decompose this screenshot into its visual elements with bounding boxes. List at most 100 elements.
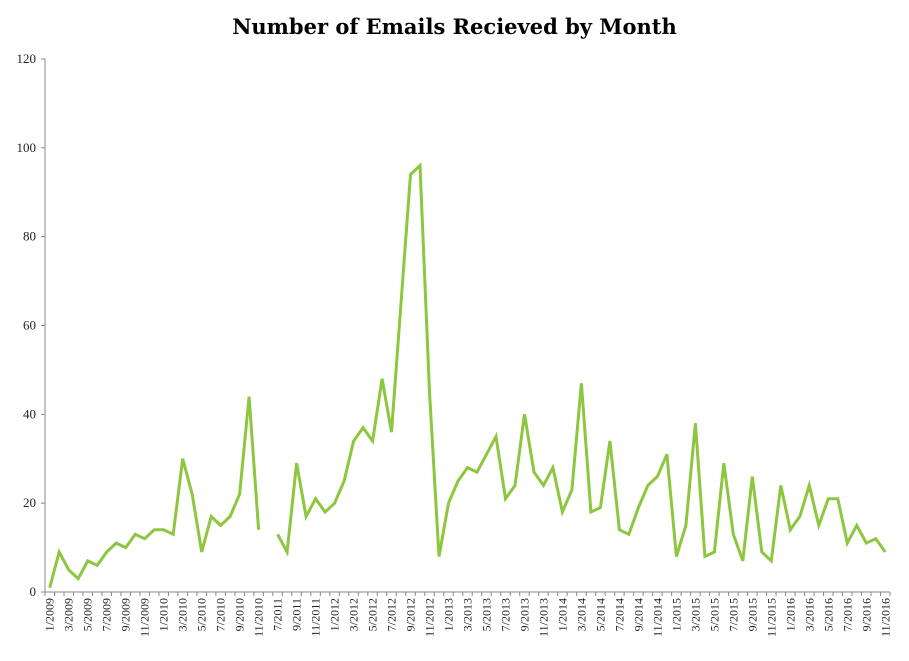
data-point [238,493,241,496]
data-point [371,440,374,443]
data-point [143,537,146,540]
data-point [48,586,51,589]
x-tick-label: 3/2013 [461,598,475,631]
data-point [333,502,336,505]
data-point [637,506,640,509]
data-point [808,484,811,487]
data-point [703,555,706,558]
x-tick-label: 1/2016 [783,598,797,631]
x-tick-label: 11/2010 [252,598,266,637]
data-point [124,546,127,549]
x-tick-label: 7/2013 [498,598,512,631]
data-point [295,462,298,465]
y-tick-label: 40 [23,406,36,421]
y-tick-label: 80 [23,229,36,244]
data-point [751,475,754,478]
data-point [77,577,80,580]
x-tick-label: 7/2015 [726,598,740,631]
x-tick-label: 11/2013 [536,598,550,637]
y-tick-label: 120 [17,51,37,66]
data-point [58,551,61,554]
data-point [855,524,858,527]
data-point [561,511,564,514]
data-point [248,395,251,398]
x-tick-label: 9/2009 [119,598,133,631]
data-point [476,471,479,474]
x-tick-label: 5/2014 [593,598,607,631]
data-point [646,484,649,487]
x-tick-label: 9/2013 [517,598,531,631]
y-axis-ticks: 0 20 40 60 80 100 120 [17,51,45,599]
data-point [760,551,763,554]
x-tick-label: 11/2011 [309,598,323,636]
data-point [162,528,165,531]
x-tick-label: 3/2015 [688,598,702,631]
data-point [713,551,716,554]
data-point [409,173,412,176]
data-point [618,528,621,531]
data-point [551,466,554,469]
data-point [884,551,887,554]
x-tick-label: 9/2010 [233,598,247,631]
data-point [523,413,526,416]
data-point [533,471,536,474]
data-point [352,440,355,443]
data-point [210,515,213,518]
x-tick-label: 9/2012 [404,598,418,631]
data-point [570,488,573,491]
x-tick-label: 11/2009 [138,598,152,637]
x-tick-label: 9/2011 [290,598,304,631]
data-point [286,551,289,554]
data-point [229,515,232,518]
data-point [846,542,849,545]
x-tick-label: 1/2013 [442,598,456,631]
x-tick-label: 3/2016 [802,598,816,631]
data-point [580,382,583,385]
x-tick-label: 7/2011 [271,598,285,631]
data-point [589,511,592,514]
data-point [627,533,630,536]
data-point [817,524,820,527]
data-point [495,435,498,438]
series-group [48,162,887,589]
data-point [115,542,118,545]
x-tick-label: 7/2016 [840,598,854,631]
data-point [684,524,687,527]
x-tick-label: 3/2009 [62,598,76,631]
data-point [656,475,659,478]
data-point [770,559,773,562]
x-axis-ticks: 1/2009 3/2009 5/2009 7/2009 9/2009 11/2009 1/2… [43,592,892,637]
data-point [96,564,99,567]
series-line [48,162,887,588]
y-tick-label: 100 [17,140,37,155]
data-point [181,457,184,460]
data-point [874,537,877,540]
data-point [400,302,403,305]
x-tick-label: 7/2014 [612,598,626,631]
x-tick-label: 1/2010 [157,598,171,631]
chart-title: Number of Emails Recieved by Month [232,14,677,39]
data-point [362,426,365,429]
x-tick-label: 1/2009 [43,598,57,631]
data-point [419,164,422,167]
x-tick-label: 9/2016 [859,598,873,631]
data-point [172,533,175,536]
data-point [779,484,782,487]
data-point [798,515,801,518]
x-tick-label: 5/2013 [479,598,493,631]
data-point [381,377,384,380]
x-tick-label: 11/2015 [764,598,778,637]
data-point [257,528,260,531]
data-point [134,533,137,536]
x-tick-label: 5/2015 [707,598,721,631]
data-point [324,511,327,514]
data-point [599,506,602,509]
data-point [438,555,441,558]
x-tick-label: 11/2016 [878,598,892,637]
axes [44,59,890,593]
data-point [67,568,70,571]
data-point [153,528,156,531]
data-point [836,497,839,500]
data-point [390,431,393,434]
